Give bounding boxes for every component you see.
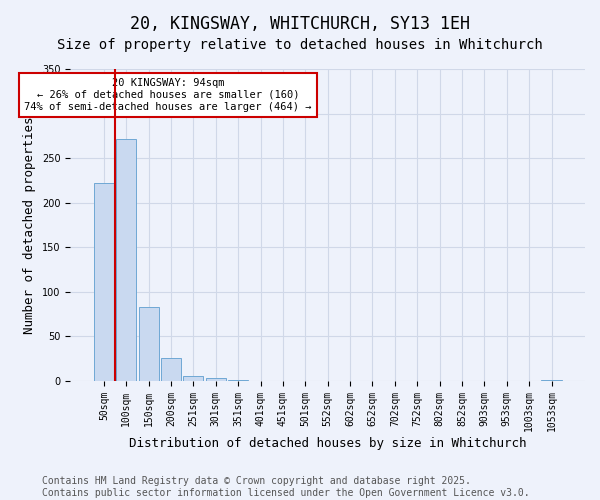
Text: Contains HM Land Registry data © Crown copyright and database right 2025.
Contai: Contains HM Land Registry data © Crown c… — [42, 476, 530, 498]
Text: 20, KINGSWAY, WHITCHURCH, SY13 1EH: 20, KINGSWAY, WHITCHURCH, SY13 1EH — [130, 15, 470, 33]
Y-axis label: Number of detached properties: Number of detached properties — [23, 116, 37, 334]
Bar — [184, 376, 203, 380]
Bar — [116, 140, 136, 380]
Bar — [161, 358, 181, 380]
Bar — [206, 378, 226, 380]
X-axis label: Distribution of detached houses by size in Whitchurch: Distribution of detached houses by size … — [129, 437, 526, 450]
Text: Size of property relative to detached houses in Whitchurch: Size of property relative to detached ho… — [57, 38, 543, 52]
Bar — [139, 306, 159, 380]
Text: 20 KINGSWAY: 94sqm
← 26% of detached houses are smaller (160)
74% of semi-detach: 20 KINGSWAY: 94sqm ← 26% of detached hou… — [25, 78, 312, 112]
Bar — [94, 183, 114, 380]
